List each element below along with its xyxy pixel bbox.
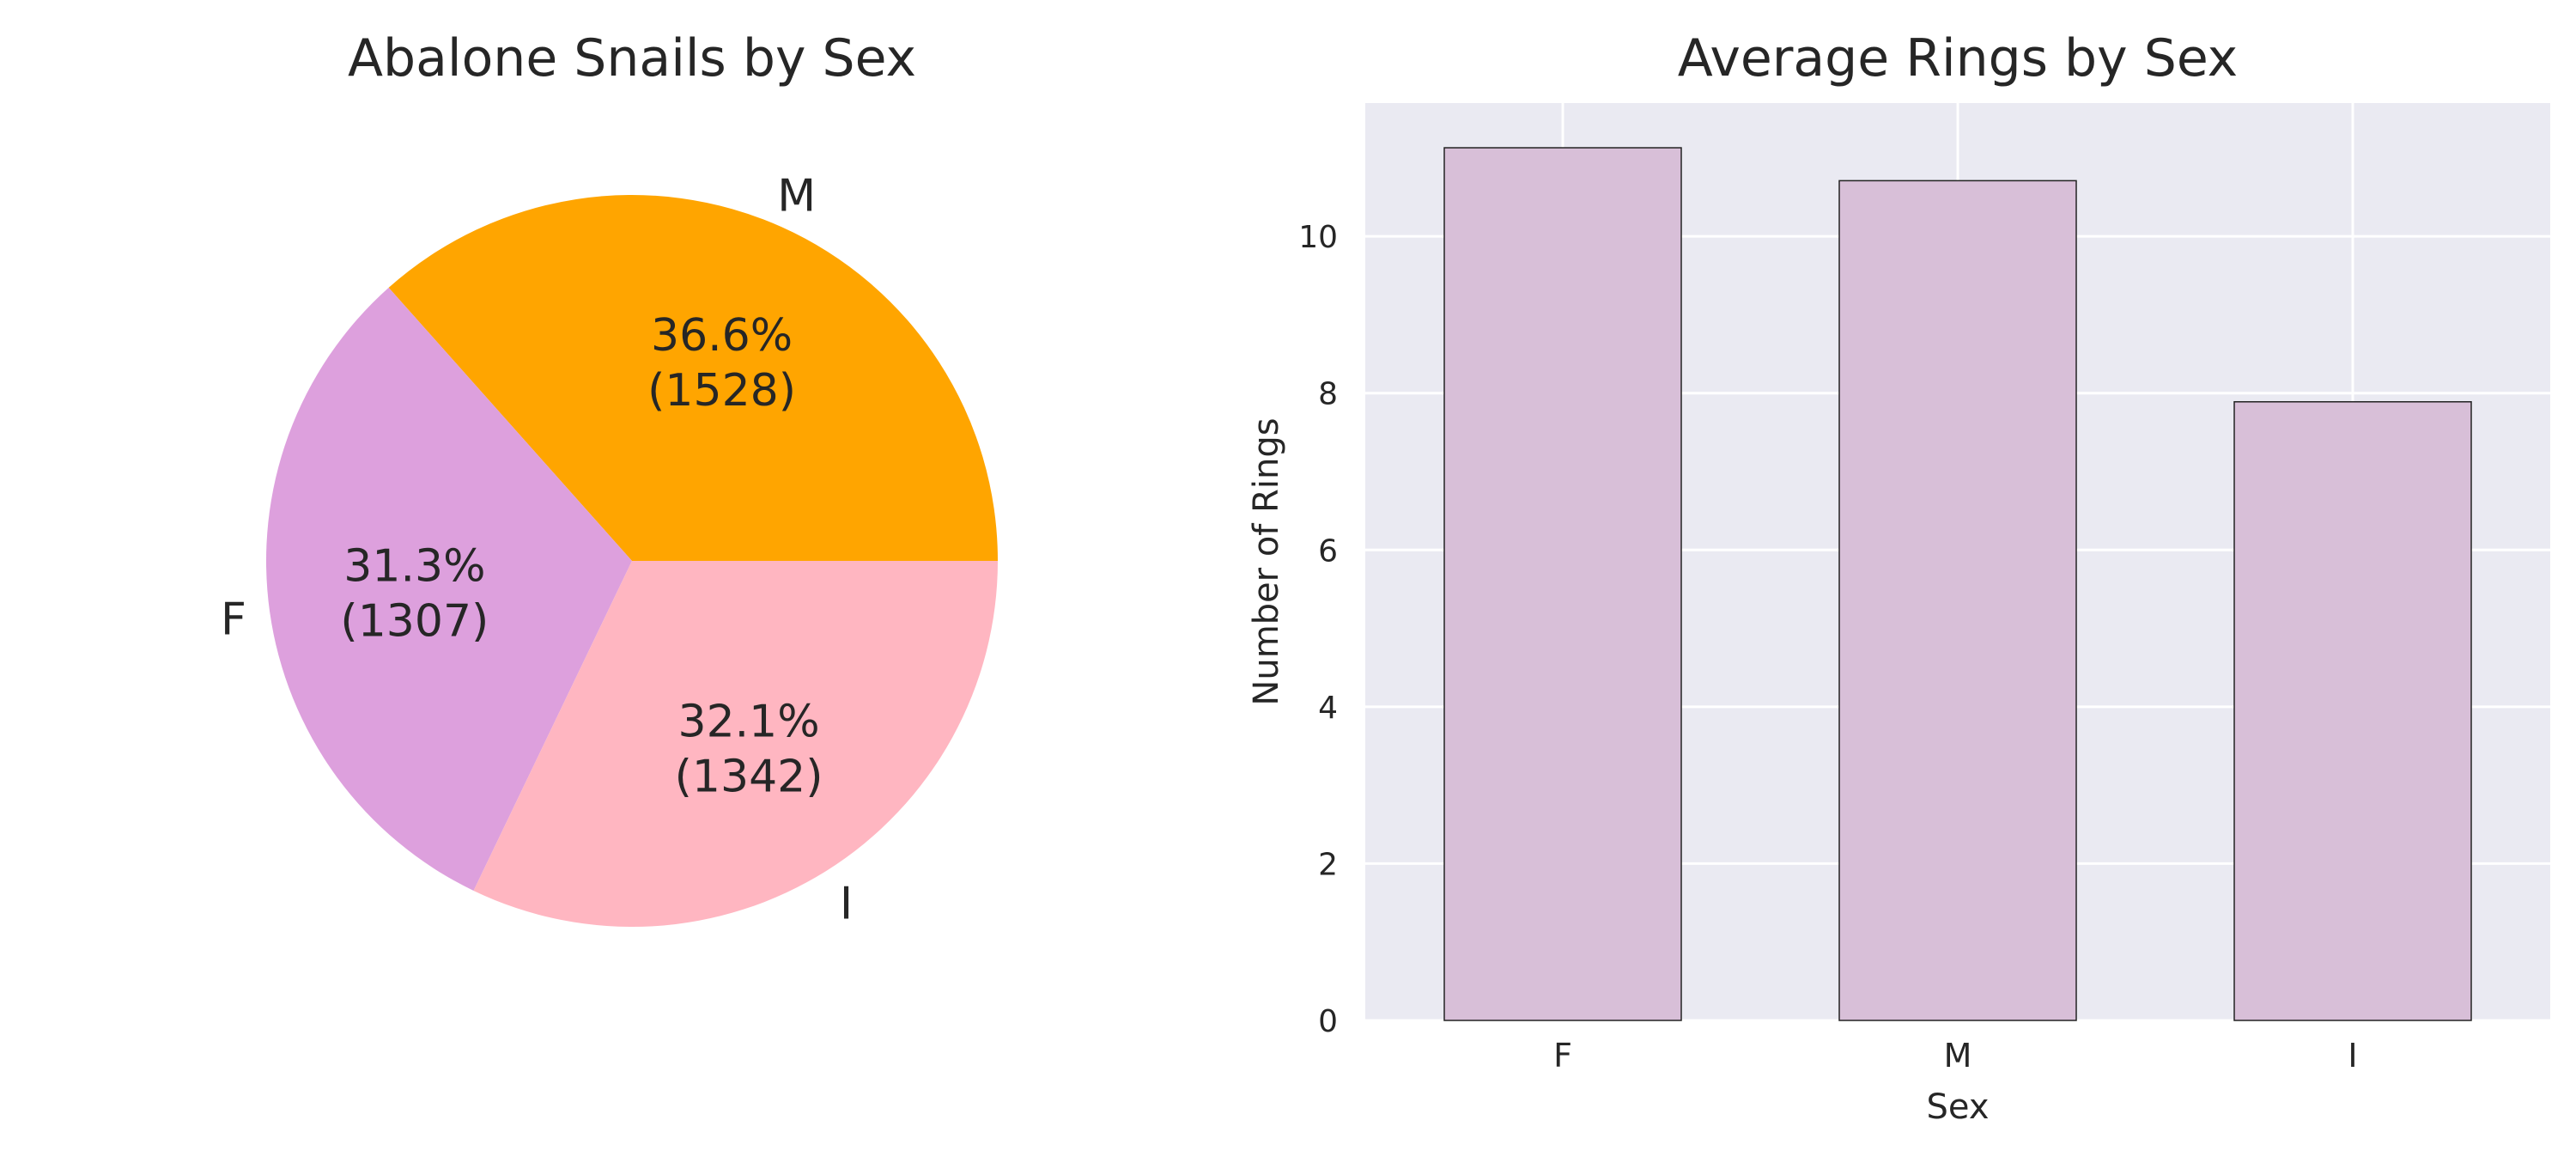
y-tick-label: 0 <box>1318 1004 1338 1039</box>
y-axis-ticks: 0 2 4 6 8 10 <box>1298 220 1338 1039</box>
x-tick-label-f: F <box>1553 1037 1572 1075</box>
y-tick-label: 4 <box>1318 691 1338 726</box>
pie-percent-label-i: 32.1% <box>677 696 819 747</box>
y-tick-label: 8 <box>1318 377 1338 412</box>
pie-count-label-m: (1528) <box>647 365 796 417</box>
bar-chart-title: Average Rings by Sex <box>1678 28 2238 88</box>
y-tick-label: 2 <box>1318 847 1338 882</box>
y-tick-label: 6 <box>1318 533 1338 569</box>
y-axis-label: Number of Rings <box>1247 417 1286 705</box>
x-tick-label-i: I <box>2348 1037 2357 1075</box>
pie-slice-label-i: I <box>840 879 853 930</box>
bar-m <box>1838 180 2077 1021</box>
y-tick-label: 10 <box>1298 220 1338 255</box>
pie-chart-title: Abalone Snails by Sex <box>348 28 916 88</box>
bars <box>1443 147 2472 1021</box>
pie-percent-label-m: 36.6% <box>651 310 793 362</box>
pie-labels: M 36.6%(1528) F 31.3%(1307) I 32.1%(1342) <box>221 170 853 929</box>
pie-slice-m <box>388 194 998 562</box>
pie-chart: Abalone Snails by Sex M 36.6%(1528) F 31.3%… <box>221 28 998 930</box>
pie-percent-label-f: 31.3% <box>343 541 485 593</box>
bar-f <box>1443 147 1682 1021</box>
bar-chart: Average Rings by Sex 0 2 4 6 8 10 F M I Sex Num… <box>1247 28 2550 1127</box>
pie-count-label-i: (1342) <box>675 751 823 802</box>
pie-slices <box>266 194 998 927</box>
bar-i <box>2233 401 2472 1021</box>
pie-slice-i <box>473 561 998 927</box>
pie-count-label-f: (1307) <box>340 596 489 648</box>
x-axis-label: Sex <box>1927 1087 1990 1127</box>
pie-slice-label-m: M <box>777 170 816 222</box>
pie-slice-label-f: F <box>221 594 246 645</box>
x-tick-label-m: M <box>1944 1037 1972 1075</box>
pie-slice-f <box>266 287 632 891</box>
